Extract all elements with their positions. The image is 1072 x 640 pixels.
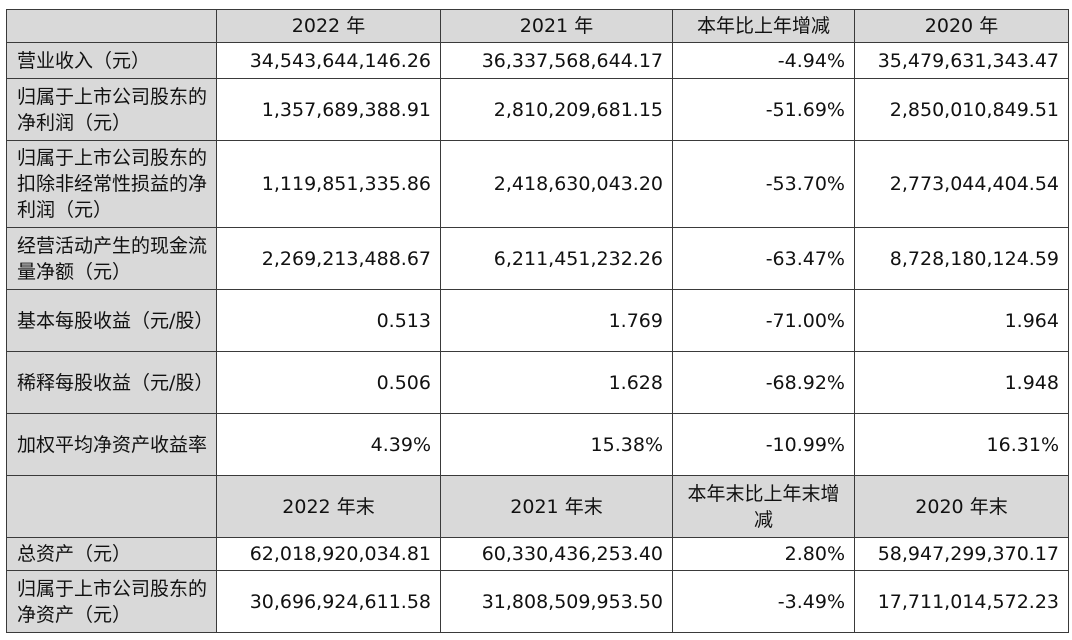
header-corner-cell	[6, 475, 217, 538]
cell-value: 2,418,630,043.20	[440, 140, 673, 228]
table-row: 基本每股收益（元/股） 0.513 1.769 -71.00% 1.964	[6, 289, 1069, 352]
cell-value: 1.769	[440, 289, 673, 352]
row-label-net-profit-excl-nonrecurring: 归属于上市公司股东的扣除非经常性损益的净利润（元）	[6, 140, 217, 228]
cell-value: 2,773,044,404.54	[854, 140, 1069, 228]
cell-value: 6,211,451,232.26	[440, 227, 673, 290]
cell-value: 4.39%	[216, 413, 441, 476]
header-2022-end: 2022 年末	[216, 475, 441, 538]
cell-value: 2.80%	[672, 537, 855, 571]
row-label-weighted-roe: 加权平均净资产收益率	[6, 413, 217, 476]
table-row: 总资产（元） 62,018,920,034.81 60,330,436,253.…	[6, 537, 1069, 571]
row-label-operating-cash-flow: 经营活动产生的现金流量净额（元）	[6, 227, 217, 290]
header-corner-cell	[6, 9, 217, 43]
header-2022: 2022 年	[216, 9, 441, 43]
header-yoy-change: 本年比上年增减	[672, 9, 855, 43]
cell-value: 17,711,014,572.23	[854, 570, 1069, 633]
row-label-net-assets: 归属于上市公司股东的净资产（元）	[6, 570, 217, 633]
row-label-operating-revenue: 营业收入（元）	[6, 42, 217, 79]
header-2020-end: 2020 年末	[854, 475, 1069, 538]
cell-value: 1.964	[854, 289, 1069, 352]
cell-value: 31,808,509,953.50	[440, 570, 673, 633]
cell-value: 30,696,924,611.58	[216, 570, 441, 633]
header-2021: 2021 年	[440, 9, 673, 43]
cell-value: 15.38%	[440, 413, 673, 476]
cell-value: -51.69%	[672, 78, 855, 141]
header-2020: 2020 年	[854, 9, 1069, 43]
cell-value: 36,337,568,644.17	[440, 42, 673, 79]
cell-value: 2,850,010,849.51	[854, 78, 1069, 141]
table-row: 营业收入（元） 34,543,644,146.26 36,337,568,644…	[6, 42, 1069, 79]
cell-value: 1,119,851,335.86	[216, 140, 441, 228]
table-row: 归属于上市公司股东的净资产（元） 30,696,924,611.58 31,80…	[6, 570, 1069, 633]
financial-table-container: 2022 年 2021 年 本年比上年增减 2020 年 营业收入（元） 34,…	[6, 9, 1069, 633]
cell-value: -53.70%	[672, 140, 855, 228]
cell-value: 8,728,180,124.59	[854, 227, 1069, 290]
header-2021-end: 2021 年末	[440, 475, 673, 538]
cell-value: 2,810,209,681.15	[440, 78, 673, 141]
header-row-year-end: 2022 年末 2021 年末 本年末比上年末增减 2020 年末	[6, 475, 1069, 538]
table-row: 归属于上市公司股东的净利润（元） 1,357,689,388.91 2,810,…	[6, 78, 1069, 141]
row-label-diluted-eps: 稀释每股收益（元/股）	[6, 351, 217, 414]
table-row: 经营活动产生的现金流量净额（元） 2,269,213,488.67 6,211,…	[6, 227, 1069, 290]
row-label-basic-eps: 基本每股收益（元/股）	[6, 289, 217, 352]
cell-value: -10.99%	[672, 413, 855, 476]
cell-value: 0.513	[216, 289, 441, 352]
header-row-annual: 2022 年 2021 年 本年比上年增减 2020 年	[6, 9, 1069, 43]
cell-value: 60,330,436,253.40	[440, 537, 673, 571]
cell-value: 35,479,631,343.47	[854, 42, 1069, 79]
cell-value: 16.31%	[854, 413, 1069, 476]
cell-value: 1.628	[440, 351, 673, 414]
table-row: 稀释每股收益（元/股） 0.506 1.628 -68.92% 1.948	[6, 351, 1069, 414]
cell-value: 1,357,689,388.91	[216, 78, 441, 141]
cell-value: 2,269,213,488.67	[216, 227, 441, 290]
header-year-end-change: 本年末比上年末增减	[672, 475, 855, 538]
cell-value: 34,543,644,146.26	[216, 42, 441, 79]
cell-value: 58,947,299,370.17	[854, 537, 1069, 571]
cell-value: -4.94%	[672, 42, 855, 79]
cell-value: -3.49%	[672, 570, 855, 633]
cell-value: 62,018,920,034.81	[216, 537, 441, 571]
cell-value: 0.506	[216, 351, 441, 414]
table-row: 加权平均净资产收益率 4.39% 15.38% -10.99% 16.31%	[6, 413, 1069, 476]
table-row: 归属于上市公司股东的扣除非经常性损益的净利润（元） 1,119,851,335.…	[6, 140, 1069, 228]
row-label-total-assets: 总资产（元）	[6, 537, 217, 571]
cell-value: -63.47%	[672, 227, 855, 290]
key-financial-data-table: 2022 年 2021 年 本年比上年增减 2020 年 营业收入（元） 34,…	[6, 9, 1069, 633]
cell-value: -71.00%	[672, 289, 855, 352]
cell-value: -68.92%	[672, 351, 855, 414]
cell-value: 1.948	[854, 351, 1069, 414]
row-label-net-profit: 归属于上市公司股东的净利润（元）	[6, 78, 217, 141]
